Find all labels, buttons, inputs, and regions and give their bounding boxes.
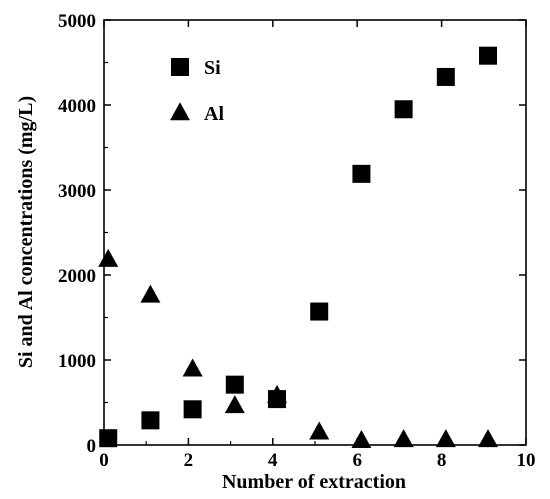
y-tick-label: 1000 — [58, 351, 96, 372]
legend-label-si: Si — [204, 57, 221, 79]
plot-border — [103, 19, 527, 446]
x-tick-label: 6 — [352, 450, 362, 471]
x-tick-label: 8 — [437, 450, 447, 471]
si-point — [183, 400, 202, 419]
legend: Si Al — [170, 57, 224, 125]
al-point — [478, 429, 499, 448]
al-point — [351, 429, 372, 448]
al-point — [140, 284, 161, 303]
x-tick-label: 0 — [99, 450, 109, 471]
si-point — [352, 164, 371, 183]
al-point — [182, 358, 203, 377]
series-al — [98, 248, 499, 448]
al-point — [267, 384, 288, 403]
si-point — [436, 67, 455, 86]
x-tick-label: 2 — [184, 450, 194, 471]
x-tick-label: 4 — [268, 450, 278, 471]
legend-marker-al — [170, 102, 190, 121]
al-point — [309, 421, 330, 440]
plot-frame — [103, 19, 527, 446]
y-axis-title: Si and Al concentrations (mg/L) — [15, 96, 37, 368]
si-point — [225, 375, 244, 394]
si-point — [310, 302, 329, 321]
si-point — [99, 429, 118, 448]
al-point — [224, 395, 245, 414]
series-si — [99, 46, 498, 448]
si-point — [141, 411, 160, 430]
y-axis: 0 1000 2000 3000 4000 5000 — [58, 11, 526, 457]
y-tick-label: 3000 — [58, 181, 96, 202]
x-axis-title: Number of extraction — [222, 471, 406, 493]
data-points — [98, 46, 499, 448]
legend-label-al: Al — [204, 103, 224, 125]
legend-marker-si — [171, 58, 189, 76]
y-tick-label: 0 — [87, 436, 97, 457]
y-tick-label: 2000 — [58, 266, 96, 287]
x-axis: 0 2 4 6 8 10 — [99, 20, 536, 471]
y-tick-label: 4000 — [58, 96, 96, 117]
al-point — [393, 429, 414, 448]
si-point — [394, 100, 413, 119]
al-point — [98, 248, 119, 267]
si-point — [479, 46, 498, 65]
y-tick-label: 5000 — [58, 11, 96, 32]
al-point — [435, 429, 456, 448]
x-tick-label: 10 — [517, 450, 536, 471]
